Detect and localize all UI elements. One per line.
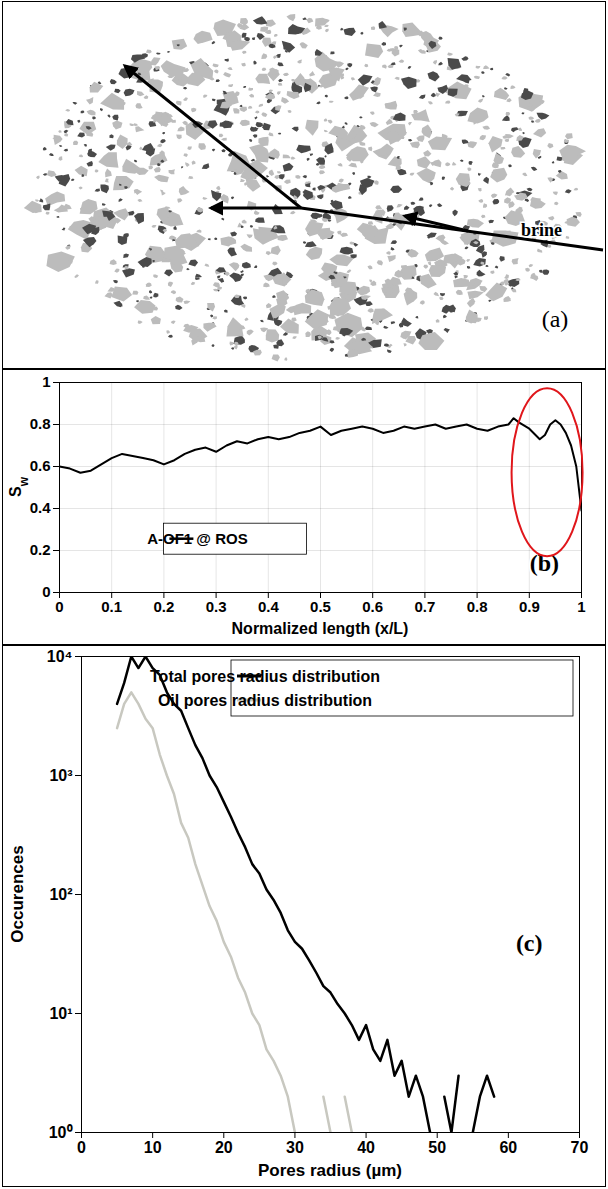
svg-text:40: 40 xyxy=(357,1139,375,1156)
svg-text:0.7: 0.7 xyxy=(414,598,435,615)
svg-text:0.8: 0.8 xyxy=(467,598,488,615)
svg-text:(c): (c) xyxy=(516,930,543,956)
svg-text:brine: brine xyxy=(521,220,562,240)
svg-text:10: 10 xyxy=(144,1139,162,1156)
svg-text:Oil pores radius distribution: Oil pores radius distribution xyxy=(158,692,372,709)
svg-text:0.6: 0.6 xyxy=(362,598,383,615)
svg-text:0: 0 xyxy=(42,583,50,600)
svg-text:10⁴: 10⁴ xyxy=(47,648,73,665)
svg-text:0.9: 0.9 xyxy=(519,598,540,615)
svg-text:A-OF1 @ ROS: A-OF1 @ ROS xyxy=(147,530,247,547)
svg-text:0.4: 0.4 xyxy=(30,499,52,516)
svg-text:1: 1 xyxy=(42,373,50,390)
svg-text:70: 70 xyxy=(571,1139,589,1156)
svg-text:Normalized length (x/L): Normalized length (x/L) xyxy=(232,620,409,637)
svg-text:1: 1 xyxy=(577,598,585,615)
svg-text:0.6: 0.6 xyxy=(30,457,51,474)
svg-text:Total pores radius distributio: Total pores radius distribution xyxy=(150,668,380,685)
svg-text:0: 0 xyxy=(77,1139,86,1156)
svg-text:Pores radius (µm): Pores radius (µm) xyxy=(258,1161,402,1180)
svg-text:50: 50 xyxy=(428,1139,446,1156)
svg-text:(b): (b) xyxy=(529,550,560,576)
svg-text:20: 20 xyxy=(215,1139,233,1156)
svg-text:0.8: 0.8 xyxy=(30,415,51,432)
svg-text:0: 0 xyxy=(55,598,63,615)
svg-text:Sw: Sw xyxy=(7,476,31,497)
svg-text:0.2: 0.2 xyxy=(153,598,174,615)
svg-text:30: 30 xyxy=(286,1139,304,1156)
svg-text:(a): (a) xyxy=(542,306,569,332)
svg-text:0.4: 0.4 xyxy=(258,598,280,615)
svg-text:Occurences: Occurences xyxy=(8,845,27,942)
svg-text:60: 60 xyxy=(499,1139,517,1156)
svg-text:0.5: 0.5 xyxy=(310,598,331,615)
svg-text:0.2: 0.2 xyxy=(30,541,51,558)
svg-text:10³: 10³ xyxy=(49,767,72,784)
svg-text:0.1: 0.1 xyxy=(101,598,122,615)
svg-text:10⁰: 10⁰ xyxy=(49,1124,73,1141)
svg-text:10²: 10² xyxy=(49,886,72,903)
svg-text:0.3: 0.3 xyxy=(206,598,227,615)
svg-text:10¹: 10¹ xyxy=(49,1005,72,1022)
